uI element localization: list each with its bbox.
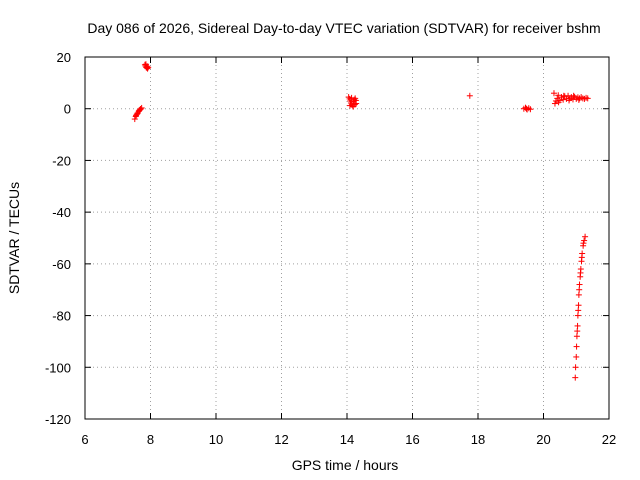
data-point bbox=[573, 353, 580, 360]
x-tick-label: 16 bbox=[405, 432, 419, 447]
data-point bbox=[578, 254, 585, 261]
data-point bbox=[550, 90, 557, 97]
y-tick-label: 20 bbox=[57, 50, 71, 65]
data-point bbox=[523, 105, 530, 112]
x-axis-label: GPS time / hours bbox=[292, 457, 399, 473]
data-point bbox=[556, 97, 563, 104]
data-point bbox=[560, 92, 567, 99]
x-tick-label: 8 bbox=[147, 432, 154, 447]
data-point bbox=[144, 63, 151, 70]
x-tick-label: 12 bbox=[274, 432, 288, 447]
data-point bbox=[552, 97, 559, 104]
y-tick-label: 0 bbox=[64, 102, 71, 117]
data-point bbox=[577, 269, 584, 276]
data-points bbox=[131, 61, 591, 381]
data-point bbox=[348, 94, 355, 101]
grid bbox=[85, 57, 609, 419]
x-tick-label: 6 bbox=[81, 432, 88, 447]
y-tick-label: -100 bbox=[45, 360, 71, 375]
y-tick-label: -20 bbox=[52, 153, 71, 168]
data-point bbox=[466, 92, 473, 99]
data-point bbox=[527, 106, 534, 113]
data-point bbox=[576, 286, 583, 293]
x-tick-labels: 6 8 10 12 14 16 18 20 22 bbox=[81, 432, 616, 447]
y-tick-label: -80 bbox=[52, 309, 71, 324]
x-tick-label: 20 bbox=[536, 432, 550, 447]
y-tick-label: -60 bbox=[52, 257, 71, 272]
data-point bbox=[346, 102, 353, 109]
data-point bbox=[573, 333, 580, 340]
data-point bbox=[582, 233, 589, 240]
data-point bbox=[351, 101, 358, 108]
y-tick-labels: 20 0 -20 -40 -60 -80 -100 -120 bbox=[45, 50, 71, 427]
data-point bbox=[551, 100, 558, 107]
data-point bbox=[572, 374, 579, 381]
data-point bbox=[137, 106, 144, 113]
data-point bbox=[138, 104, 145, 111]
data-point bbox=[584, 95, 591, 102]
x-tick-label: 18 bbox=[471, 432, 485, 447]
data-point bbox=[580, 240, 587, 247]
data-point bbox=[574, 328, 581, 335]
chart-title: Day 086 of 2026, Sidereal Day-to-day VTE… bbox=[87, 20, 600, 36]
axis-ticks bbox=[84, 56, 610, 420]
x-tick-label: 14 bbox=[340, 432, 354, 447]
data-point bbox=[570, 92, 577, 99]
data-point bbox=[145, 64, 152, 71]
y-tick-label: -120 bbox=[45, 412, 71, 427]
data-point bbox=[581, 237, 588, 244]
x-tick-label: 22 bbox=[602, 432, 616, 447]
data-point bbox=[573, 343, 580, 350]
data-point bbox=[352, 97, 359, 104]
y-tick-label: -40 bbox=[52, 205, 71, 220]
data-point bbox=[575, 302, 582, 309]
data-point bbox=[576, 281, 583, 288]
y-axis-label: SDTVAR / TECUs bbox=[6, 182, 22, 294]
data-point bbox=[575, 291, 582, 298]
data-point bbox=[566, 97, 573, 104]
data-point bbox=[574, 322, 581, 329]
data-point bbox=[575, 96, 582, 103]
data-point bbox=[572, 364, 579, 371]
x-tick-label: 10 bbox=[209, 432, 223, 447]
data-point bbox=[131, 116, 138, 123]
data-point bbox=[575, 307, 582, 314]
data-point bbox=[574, 312, 581, 319]
data-point bbox=[555, 92, 562, 99]
data-point bbox=[560, 96, 567, 103]
